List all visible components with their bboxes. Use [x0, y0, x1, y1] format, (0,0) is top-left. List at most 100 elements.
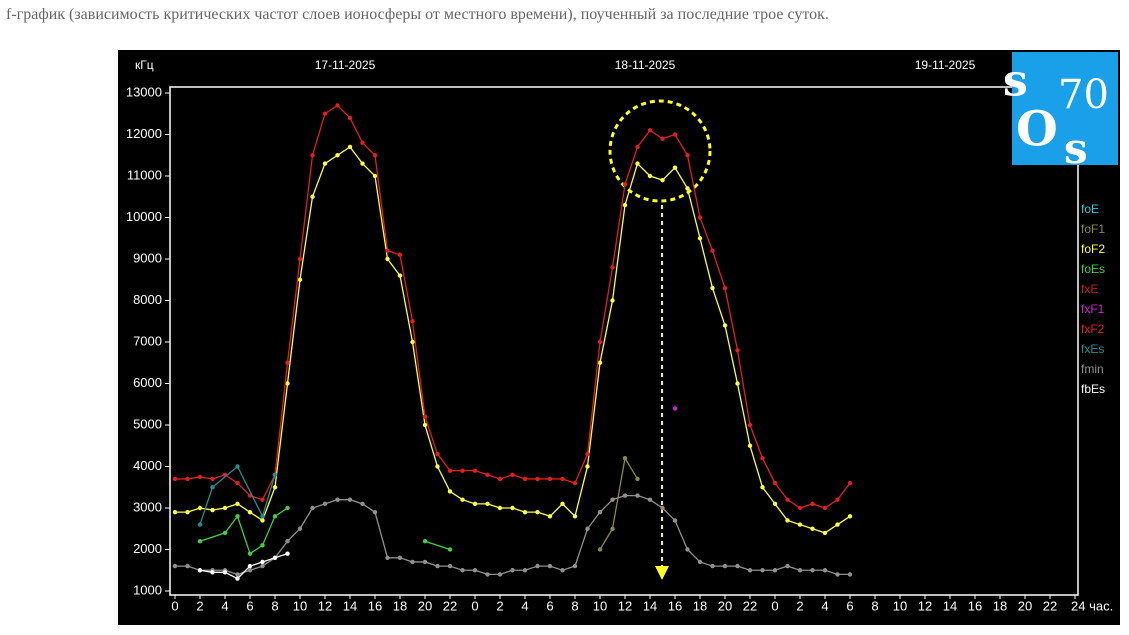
data-point: [260, 514, 265, 519]
data-point: [672, 406, 678, 411]
data-point: [560, 476, 565, 482]
legend-entry: fxEs: [1081, 342, 1104, 356]
data-point: [685, 547, 690, 552]
x-tick-label: 20: [1018, 598, 1032, 613]
data-point: [810, 501, 815, 507]
x-tick-label: 22: [743, 598, 757, 613]
data-point: [635, 493, 640, 498]
data-point: [347, 144, 353, 150]
data-point: [360, 140, 365, 145]
data-point: [822, 505, 828, 511]
data-point: [672, 132, 678, 137]
data-point: [310, 194, 315, 199]
data-point: [510, 568, 515, 573]
data-point: [397, 273, 403, 278]
data-point: [322, 161, 328, 166]
logo: s: [1064, 124, 1088, 173]
data-point: [547, 563, 553, 569]
data-point: [247, 563, 253, 569]
data-point: [335, 497, 340, 502]
x-tick-label: 16: [368, 598, 382, 613]
legend-entry: fxE: [1081, 282, 1098, 296]
data-point: [847, 572, 853, 577]
data-point: [622, 456, 628, 461]
data-point: [797, 522, 803, 527]
data-point: [585, 464, 590, 469]
data-point: [372, 173, 378, 179]
data-point: [710, 248, 715, 253]
data-point: [810, 568, 815, 573]
data-point: [747, 568, 753, 573]
data-point: [547, 476, 553, 482]
y-axis-label: кГц: [135, 58, 154, 72]
y-tick-label: 3000: [133, 499, 162, 514]
data-point: [235, 480, 240, 486]
x-tick-label: 4: [221, 598, 228, 613]
data-point: [285, 551, 290, 556]
data-point: [397, 555, 403, 560]
data-point: [185, 509, 190, 515]
data-point: [810, 526, 815, 531]
data-point: [197, 505, 203, 511]
data-point: [422, 414, 428, 419]
legend-entry: foF2: [1081, 242, 1105, 256]
data-point: [222, 505, 228, 511]
x-tick-label: 2: [796, 598, 803, 613]
x-tick-label: 20: [718, 598, 732, 613]
data-point: [447, 547, 453, 552]
data-point: [772, 568, 778, 573]
x-tick-label: 14: [643, 598, 657, 613]
data-point: [335, 103, 340, 108]
data-point: [597, 547, 603, 552]
data-point: [322, 501, 328, 507]
data-point: [685, 153, 690, 158]
x-tick-label: 18: [993, 598, 1007, 613]
data-point: [210, 570, 215, 575]
y-tick-label: 11000: [127, 167, 162, 182]
data-point: [247, 551, 253, 556]
legend-entry: foE: [1081, 202, 1099, 216]
data-point: [235, 514, 240, 519]
data-point: [385, 248, 390, 253]
data-point: [222, 530, 228, 536]
data-point: [185, 476, 190, 482]
x-tick-label: 22: [1043, 598, 1057, 613]
data-point: [510, 505, 515, 511]
logo: s: [1003, 56, 1028, 107]
data-point: [735, 563, 740, 569]
data-point: [760, 568, 765, 573]
data-point: [235, 572, 240, 577]
data-point: [247, 509, 253, 515]
data-point: [435, 563, 440, 569]
x-tick-label: 0: [171, 598, 178, 613]
data-point: [510, 472, 515, 477]
data-point: [285, 360, 290, 365]
data-point: [297, 526, 303, 531]
data-point: [410, 339, 415, 345]
y-tick-label: 6000: [133, 375, 162, 390]
x-tick-label: 6: [546, 598, 553, 613]
data-point: [647, 173, 653, 179]
data-point: [622, 493, 628, 498]
data-point: [610, 526, 615, 531]
data-point: [835, 572, 840, 577]
data-point: [560, 501, 565, 507]
data-point: [210, 507, 215, 513]
data-point: [485, 501, 490, 507]
data-point: [397, 252, 403, 258]
data-point: [497, 505, 503, 511]
data-point: [285, 505, 290, 511]
data-point: [347, 497, 353, 502]
data-point: [360, 501, 365, 507]
legend-entry: fbEs: [1081, 382, 1105, 396]
data-point: [385, 555, 390, 560]
data-point: [822, 530, 828, 536]
data-point: [697, 559, 703, 565]
data-point: [372, 153, 378, 158]
x-tick-label: 8: [871, 598, 878, 613]
highlight-circle: [608, 99, 712, 203]
caption: f-график (зависимость критических частот…: [6, 6, 829, 23]
x-tick-label: 6: [846, 598, 853, 613]
data-point: [272, 514, 278, 519]
